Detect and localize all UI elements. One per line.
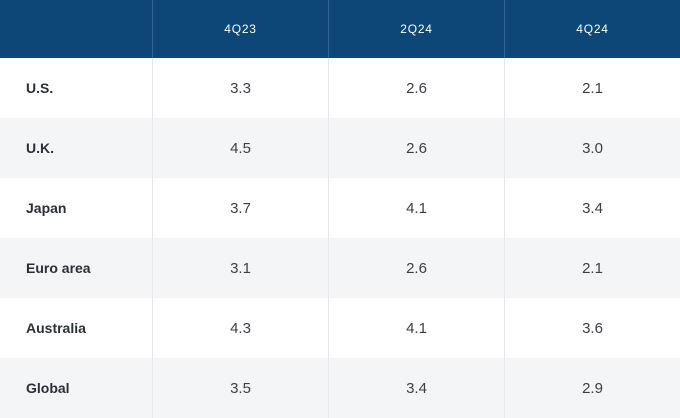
table-cell: 2.9 bbox=[505, 358, 680, 418]
table-cell: 3.4 bbox=[505, 178, 680, 238]
table-cell: 3.0 bbox=[505, 118, 680, 178]
row-label: Euro area bbox=[0, 238, 153, 298]
table-cell: 3.7 bbox=[153, 178, 329, 238]
row-label: Australia bbox=[0, 298, 153, 358]
table-cell: 2.6 bbox=[329, 58, 505, 118]
column-header: 4Q23 bbox=[153, 0, 329, 58]
table-cell: 2.1 bbox=[505, 238, 680, 298]
table-cell: 3.5 bbox=[153, 358, 329, 418]
table-cell: 4.5 bbox=[153, 118, 329, 178]
table-cell: 4.1 bbox=[329, 178, 505, 238]
row-label: U.K. bbox=[0, 118, 153, 178]
table-cell: 2.1 bbox=[505, 58, 680, 118]
table-cell: 3.3 bbox=[153, 58, 329, 118]
table-cell: 4.1 bbox=[329, 298, 505, 358]
column-header: 2Q24 bbox=[329, 0, 505, 58]
table-cell: 3.6 bbox=[505, 298, 680, 358]
header-corner-cell bbox=[0, 0, 153, 58]
table-cell: 2.6 bbox=[329, 118, 505, 178]
row-label: Japan bbox=[0, 178, 153, 238]
column-header: 4Q24 bbox=[505, 0, 680, 58]
row-label: U.S. bbox=[0, 58, 153, 118]
table-cell: 3.4 bbox=[329, 358, 505, 418]
table-cell: 4.3 bbox=[153, 298, 329, 358]
table-cell: 2.6 bbox=[329, 238, 505, 298]
row-label: Global bbox=[0, 358, 153, 418]
table-cell: 3.1 bbox=[153, 238, 329, 298]
